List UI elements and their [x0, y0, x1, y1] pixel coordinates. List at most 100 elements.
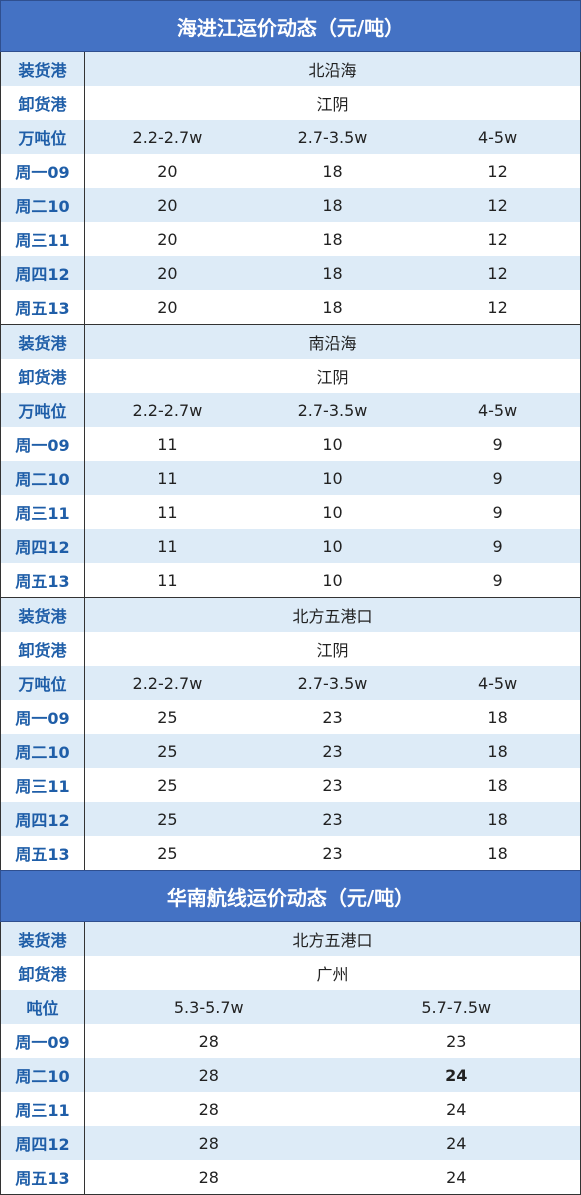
rate-cell-highlighted: 24: [332, 1058, 581, 1092]
table-row: 周一09 20 18 12: [0, 154, 581, 188]
rate-cell: 24: [446, 1099, 467, 1119]
load-port-label: 装货港: [0, 324, 85, 359]
rate-cell: 25: [84, 802, 250, 836]
rate-cell: 20: [84, 256, 250, 290]
rate-cell: 20: [157, 161, 178, 181]
rate-cell: 23: [322, 707, 343, 727]
discharge-port-value: 广州: [316, 965, 349, 984]
table-row: 周三11 25 23 18: [0, 768, 581, 802]
day-label: 周二10: [0, 461, 85, 495]
tonnage-label: 万吨位: [0, 666, 85, 700]
rate-cell: 9: [415, 461, 581, 495]
table-row: 周一09 11 10 9: [0, 427, 581, 461]
rate-cell: 11: [157, 570, 178, 590]
day-label: 周二10: [0, 188, 85, 222]
tonnage-value: 5.3-5.7w: [84, 990, 333, 1024]
rate-cell: 12: [487, 229, 508, 249]
load-port-label: 装货港: [0, 921, 85, 956]
tonnage-label: 万吨位: [0, 393, 85, 427]
rate-cell: 23: [322, 775, 343, 795]
rate-cell: 18: [322, 229, 343, 249]
tonnage-value: 2.7-3.5w: [249, 666, 416, 700]
table-row: 周一09 25 23 18: [0, 700, 581, 734]
table-row: 周一09 28 23: [0, 1024, 581, 1058]
rate-cell: 11: [84, 461, 250, 495]
day-label: 周一09: [0, 700, 85, 734]
day-label: 周三11: [0, 768, 85, 802]
day-label: 周三11: [0, 1092, 85, 1126]
rate-cell: 24: [332, 1160, 581, 1195]
sea-to-river-table: 海进江运价动态（元/吨） 装货港 北沿海 卸货港 江阴 万吨位 2.2-2.7w 2.7…: [0, 0, 581, 870]
table-row: 周四12 11 10 9: [0, 529, 581, 563]
south-china-table: 华南航线运价动态（元/吨） 装货港 北方五港口 卸货港 广州 吨位 5.3-5.7w 5…: [0, 870, 581, 1195]
day-label: 周四12: [0, 529, 85, 563]
day-label: 周四12: [0, 802, 85, 836]
tonnage-value: 2.7-3.5w: [249, 120, 416, 154]
tonnage-value: 4-5w: [415, 120, 581, 154]
discharge-port-value: 江阴: [316, 641, 349, 660]
day-label: 周五13: [0, 836, 85, 870]
rate-cell: 28: [198, 1031, 219, 1051]
rate-cell: 23: [249, 802, 416, 836]
day-label: 周五13: [0, 290, 85, 325]
discharge-port-label: 卸货港: [0, 632, 85, 666]
rate-cell: 25: [157, 843, 178, 863]
rate-cell: 10: [249, 529, 416, 563]
table-row: 周二10 11 10 9: [0, 461, 581, 495]
tonnage-value: 2.2-2.7w: [84, 120, 250, 154]
rate-cell: 25: [157, 707, 178, 727]
rate-cell: 18: [487, 707, 508, 727]
rate-cell: 10: [249, 461, 416, 495]
tonnage-value: 5.7-7.5w: [332, 990, 581, 1024]
day-label: 周一09: [0, 1024, 85, 1058]
rate-cell: 28: [84, 1126, 333, 1160]
rate-cell: 28: [84, 1160, 333, 1195]
sea-to-river-title: 海进江运价动态（元/吨）: [0, 0, 581, 52]
table-row: 周四12 28 24: [0, 1126, 581, 1160]
day-label: 周五13: [0, 1160, 85, 1195]
load-port-value: 北方五港口: [84, 597, 581, 632]
rate-cell: 11: [157, 434, 178, 454]
table-row: 周五13 28 24: [0, 1160, 581, 1195]
rate-cell: 9: [492, 434, 503, 454]
rate-cell: 10: [322, 434, 343, 454]
rate-cell: 9: [492, 502, 503, 522]
tonnage-value: 2.2-2.7w: [84, 393, 250, 427]
rate-cell: 23: [446, 1031, 467, 1051]
rate-cell: 12: [415, 256, 581, 290]
table-row: 周三11 11 10 9: [0, 495, 581, 529]
tonnage-value: 2.7-3.5w: [249, 393, 416, 427]
rate-cell: 9: [492, 570, 503, 590]
tonnage-label: 吨位: [0, 990, 85, 1024]
rate-cell: 18: [322, 161, 343, 181]
discharge-port-value: 江阴: [316, 368, 349, 387]
rate-cell: 18: [249, 188, 416, 222]
load-port-value: 北沿海: [84, 51, 581, 86]
load-port-label: 装货港: [0, 51, 85, 86]
rate-cell: 18: [415, 734, 581, 768]
load-port-label: 装货港: [0, 597, 85, 632]
rate-cell: 12: [487, 161, 508, 181]
day-label: 周一09: [0, 427, 85, 461]
rate-cell: 25: [84, 734, 250, 768]
rate-cell: 18: [415, 802, 581, 836]
day-label: 周一09: [0, 154, 85, 188]
table-row: 周三11 20 18 12: [0, 222, 581, 256]
discharge-port-label: 卸货港: [0, 86, 85, 120]
rate-cell: 11: [157, 502, 178, 522]
discharge-port-value: 江阴: [316, 95, 349, 114]
rate-cell: 18: [487, 775, 508, 795]
rate-cell: 20: [157, 297, 178, 317]
rate-cell: 12: [415, 188, 581, 222]
rate-cell: 12: [487, 297, 508, 317]
day-label: 周二10: [0, 1058, 85, 1092]
rate-cell: 28: [84, 1058, 333, 1092]
table-row: 周二10 20 18 12: [0, 188, 581, 222]
table-row: 周二10 25 23 18: [0, 734, 581, 768]
table-row: 周五13 20 18 12: [0, 290, 581, 325]
rate-cell: 18: [249, 256, 416, 290]
table-row: 周四12 25 23 18: [0, 802, 581, 836]
rate-cell: 25: [157, 775, 178, 795]
rate-cell: 20: [157, 229, 178, 249]
